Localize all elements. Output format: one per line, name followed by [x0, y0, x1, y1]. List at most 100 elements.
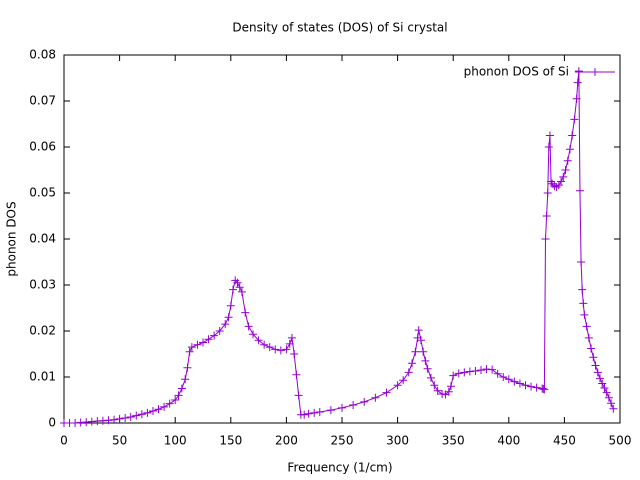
point-marker [561, 166, 570, 174]
x-tick-label: 500 [609, 434, 632, 448]
point-marker [235, 283, 244, 292]
point-marker [510, 377, 519, 386]
y-tick-label: 0.04 [29, 232, 56, 246]
point-marker [360, 397, 369, 406]
point-marker [574, 67, 583, 76]
point-marker [580, 310, 589, 319]
point-marker [110, 415, 119, 424]
point-marker [591, 361, 600, 370]
point-marker [563, 156, 572, 165]
point-marker [137, 410, 146, 419]
point-marker [416, 336, 425, 345]
point-marker [287, 333, 296, 342]
point-marker [444, 387, 453, 396]
point-marker [579, 299, 588, 308]
point-marker [276, 346, 285, 355]
point-marker [233, 278, 242, 287]
point-marker [399, 376, 408, 385]
point-marker [477, 366, 485, 375]
point-marker [582, 322, 591, 331]
y-tick-label: 0.05 [29, 186, 56, 200]
point-marker [602, 388, 611, 397]
point-marker [215, 327, 224, 335]
point-marker [174, 391, 183, 400]
legend-label: phonon DOS of Si [464, 65, 569, 79]
x-axis-label: Frequency (1/cm) [287, 461, 392, 475]
point-marker [185, 347, 194, 356]
point-marker [419, 347, 428, 356]
point-marker [554, 181, 563, 190]
series-line [64, 71, 614, 424]
point-marker [237, 287, 246, 296]
point-marker [600, 384, 609, 393]
point-marker [241, 308, 250, 317]
point-marker [294, 391, 303, 400]
point-marker [423, 364, 432, 373]
x-tick-label: 200 [275, 434, 298, 448]
point-marker [143, 408, 152, 417]
point-marker [271, 345, 280, 354]
y-tick-label: 0.02 [29, 324, 56, 338]
x-tick-label: 50 [112, 434, 127, 448]
point-marker [304, 409, 313, 418]
chart-title: Density of states (DOS) of Si crystal [232, 21, 447, 35]
point-marker [382, 388, 391, 397]
point-marker [132, 411, 141, 420]
y-axis-label: phonon DOS [5, 201, 19, 276]
point-marker [292, 370, 301, 379]
point-marker [540, 385, 549, 394]
point-marker [244, 322, 253, 331]
point-marker [181, 375, 190, 384]
point-marker [570, 115, 579, 124]
point-marker [249, 330, 258, 339]
point-marker [326, 406, 335, 415]
x-tick-label: 350 [442, 434, 465, 448]
point-marker [371, 393, 380, 402]
point-marker [573, 78, 582, 87]
point-marker [254, 336, 263, 345]
point-marker [454, 369, 463, 378]
point-marker [165, 399, 174, 408]
point-marker [449, 371, 458, 380]
point-marker [584, 333, 593, 342]
point-marker [171, 396, 180, 404]
point-marker [121, 413, 130, 422]
point-marker [499, 373, 508, 381]
point-marker [521, 381, 530, 390]
point-marker [544, 143, 553, 151]
point-marker [532, 383, 541, 392]
point-marker [471, 367, 480, 376]
point-marker [578, 285, 587, 294]
point-marker [210, 331, 219, 340]
point-marker [568, 131, 577, 140]
point-marker [607, 399, 616, 408]
point-marker [493, 369, 502, 378]
point-marker [408, 359, 417, 368]
x-tick-label: 0 [60, 434, 68, 448]
point-marker [595, 374, 604, 383]
point-marker [265, 343, 274, 352]
point-marker [338, 403, 346, 412]
point-marker [224, 313, 233, 322]
x-tick-label: 450 [553, 434, 576, 448]
x-tick-label: 150 [219, 434, 242, 448]
point-marker [460, 368, 469, 377]
point-marker [183, 363, 192, 372]
point-marker [393, 381, 402, 390]
point-marker [404, 368, 413, 377]
point-marker [177, 384, 186, 393]
point-marker [565, 145, 574, 154]
point-marker [310, 408, 319, 417]
point-marker [587, 344, 596, 353]
x-tick-label: 250 [331, 434, 354, 448]
point-marker [160, 402, 169, 411]
point-marker [193, 340, 202, 349]
point-marker [411, 347, 420, 356]
point-marker [545, 131, 554, 140]
point-marker [260, 340, 269, 349]
point-marker [557, 177, 566, 186]
point-marker [282, 345, 291, 354]
point-marker [300, 410, 309, 419]
point-marker [446, 382, 455, 391]
